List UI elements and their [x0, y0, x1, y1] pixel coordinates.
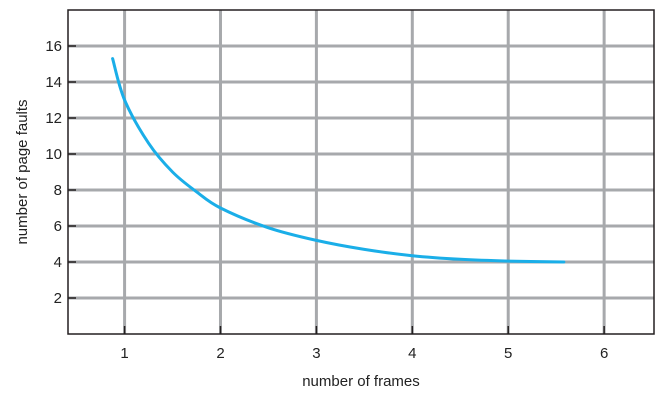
y-tick-label: 8	[54, 182, 62, 199]
y-tick-label: 10	[45, 146, 62, 163]
x-axis-label: number of frames	[302, 373, 420, 390]
plot-frame	[67, 9, 655, 335]
x-tick-label: 1	[120, 345, 128, 362]
y-tick-label: 6	[54, 218, 62, 235]
x-tick-label: 6	[600, 345, 608, 362]
y-axis-label: number of page faults	[14, 99, 31, 244]
x-tick-label: 4	[408, 345, 416, 362]
y-tick-label: 4	[54, 254, 62, 271]
grid	[68, 10, 654, 334]
x-tick-label: 3	[312, 345, 320, 362]
page-fault-curve	[111, 57, 566, 264]
y-tick-label: 12	[45, 110, 62, 127]
series-group	[111, 57, 566, 264]
x-tick-label: 2	[216, 345, 224, 362]
x-tick-label: 5	[504, 345, 512, 362]
y-tick-label: 16	[45, 38, 62, 55]
y-tick-label: 2	[54, 290, 62, 307]
y-tick-label: 14	[45, 74, 62, 91]
